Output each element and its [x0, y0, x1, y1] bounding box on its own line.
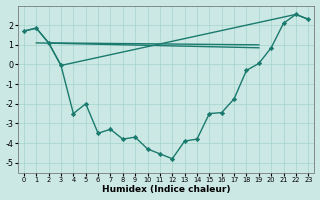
X-axis label: Humidex (Indice chaleur): Humidex (Indice chaleur)	[102, 185, 230, 194]
